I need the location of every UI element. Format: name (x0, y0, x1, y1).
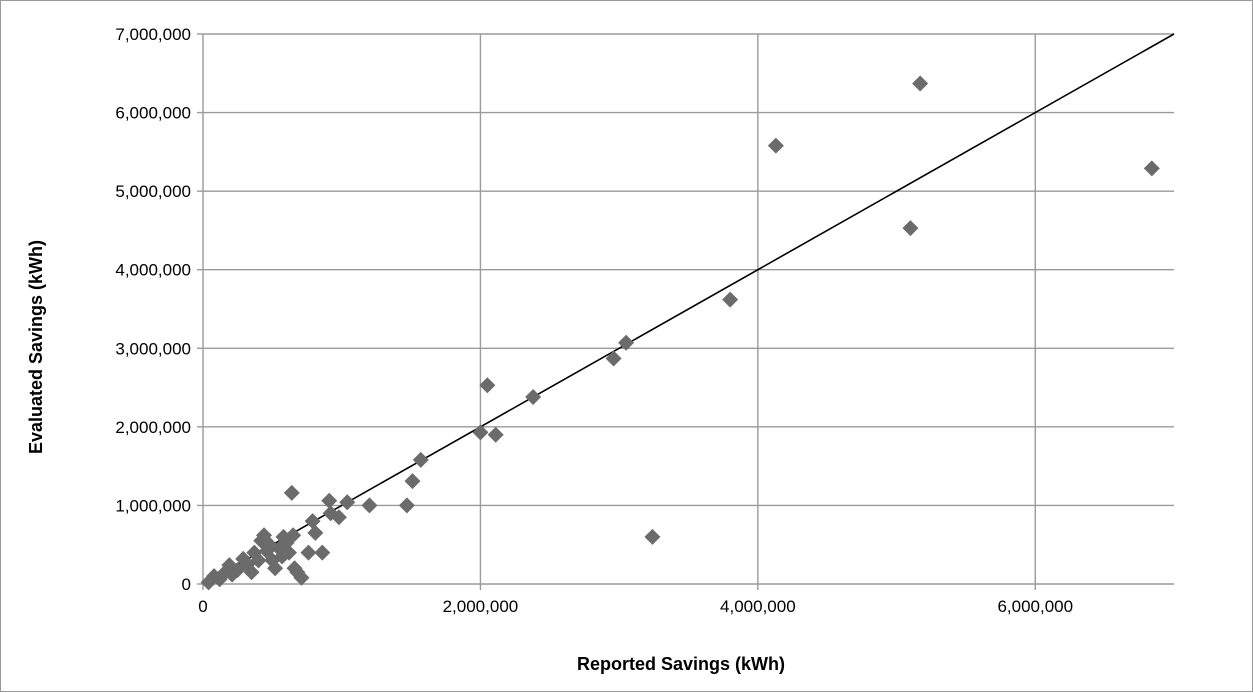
data-point (1143, 160, 1160, 177)
data-point (767, 137, 784, 154)
data-point (314, 544, 331, 561)
data-point (412, 451, 429, 468)
x-tick-label: 2,000,000 (443, 597, 519, 616)
data-point (398, 497, 415, 514)
axis-layer (197, 33, 1174, 590)
data-point (912, 75, 929, 92)
y-tick-label: 1,000,000 (115, 496, 191, 515)
data-point (618, 334, 635, 351)
data-point (404, 473, 421, 490)
x-tick-label: 4,000,000 (720, 597, 796, 616)
data-point (330, 509, 347, 526)
data-point (267, 560, 284, 577)
data-point (479, 377, 496, 394)
data-point (293, 569, 310, 586)
x-axis-title: Reported Savings (kWh) (577, 654, 785, 674)
data-point (722, 291, 739, 308)
data-point (902, 220, 919, 237)
data-point (487, 426, 504, 443)
data-point (285, 527, 302, 544)
data-point (472, 424, 489, 441)
data-point (321, 492, 338, 509)
y-axis-title: Evaluated Savings (kWh) (26, 240, 46, 454)
y-tick-label: 0 (182, 575, 191, 594)
y-tick-label: 7,000,000 (115, 25, 191, 44)
y-tick-label: 3,000,000 (115, 339, 191, 358)
reference-line (202, 33, 1175, 585)
data-point (281, 544, 298, 561)
grid-layer (203, 33, 1174, 584)
y-tick-label: 2,000,000 (115, 418, 191, 437)
data-point (307, 524, 324, 541)
data-point (283, 484, 300, 501)
data-point (525, 389, 542, 405)
data-point (304, 513, 321, 530)
tick-label-layer: 0 1,000,000 2,000,000 3,000,000 4,000,000 5,0… (115, 25, 1073, 616)
y-tick-label: 5,000,000 (115, 182, 191, 201)
y-tick-label: 6,000,000 (115, 104, 191, 123)
x-tick-label: 0 (198, 597, 207, 616)
data-point (243, 564, 260, 581)
data-point (605, 350, 622, 367)
data-point (300, 544, 317, 561)
data-point (644, 528, 661, 545)
reference-line-layer (202, 33, 1175, 585)
data-point (361, 497, 378, 514)
x-tick-label: 6,000,000 (997, 597, 1073, 616)
data-point (339, 494, 356, 511)
data-point (250, 552, 267, 569)
y-tick-label: 4,000,000 (115, 261, 191, 280)
data-point-layer (200, 75, 1160, 591)
